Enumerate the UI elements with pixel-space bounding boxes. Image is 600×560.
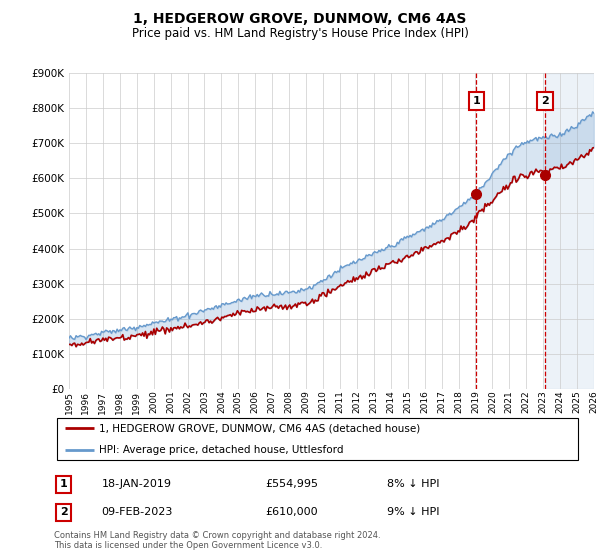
Text: HPI: Average price, detached house, Uttlesford: HPI: Average price, detached house, Uttl… bbox=[99, 445, 343, 455]
Text: 1: 1 bbox=[59, 479, 67, 489]
Text: 1: 1 bbox=[472, 96, 480, 106]
Text: £554,995: £554,995 bbox=[265, 479, 318, 489]
Bar bbox=[545, 73, 594, 389]
Text: 2: 2 bbox=[541, 96, 549, 106]
Text: £610,000: £610,000 bbox=[265, 507, 318, 517]
Text: 2: 2 bbox=[59, 507, 67, 517]
FancyBboxPatch shape bbox=[56, 418, 578, 460]
Text: 1, HEDGEROW GROVE, DUNMOW, CM6 4AS: 1, HEDGEROW GROVE, DUNMOW, CM6 4AS bbox=[133, 12, 467, 26]
Text: 9% ↓ HPI: 9% ↓ HPI bbox=[386, 507, 439, 517]
Text: Price paid vs. HM Land Registry's House Price Index (HPI): Price paid vs. HM Land Registry's House … bbox=[131, 27, 469, 40]
Text: 1, HEDGEROW GROVE, DUNMOW, CM6 4AS (detached house): 1, HEDGEROW GROVE, DUNMOW, CM6 4AS (deta… bbox=[99, 423, 420, 433]
Text: 09-FEB-2023: 09-FEB-2023 bbox=[101, 507, 173, 517]
Text: Contains HM Land Registry data © Crown copyright and database right 2024.
This d: Contains HM Land Registry data © Crown c… bbox=[54, 531, 380, 550]
Text: 8% ↓ HPI: 8% ↓ HPI bbox=[386, 479, 439, 489]
Text: 18-JAN-2019: 18-JAN-2019 bbox=[101, 479, 172, 489]
